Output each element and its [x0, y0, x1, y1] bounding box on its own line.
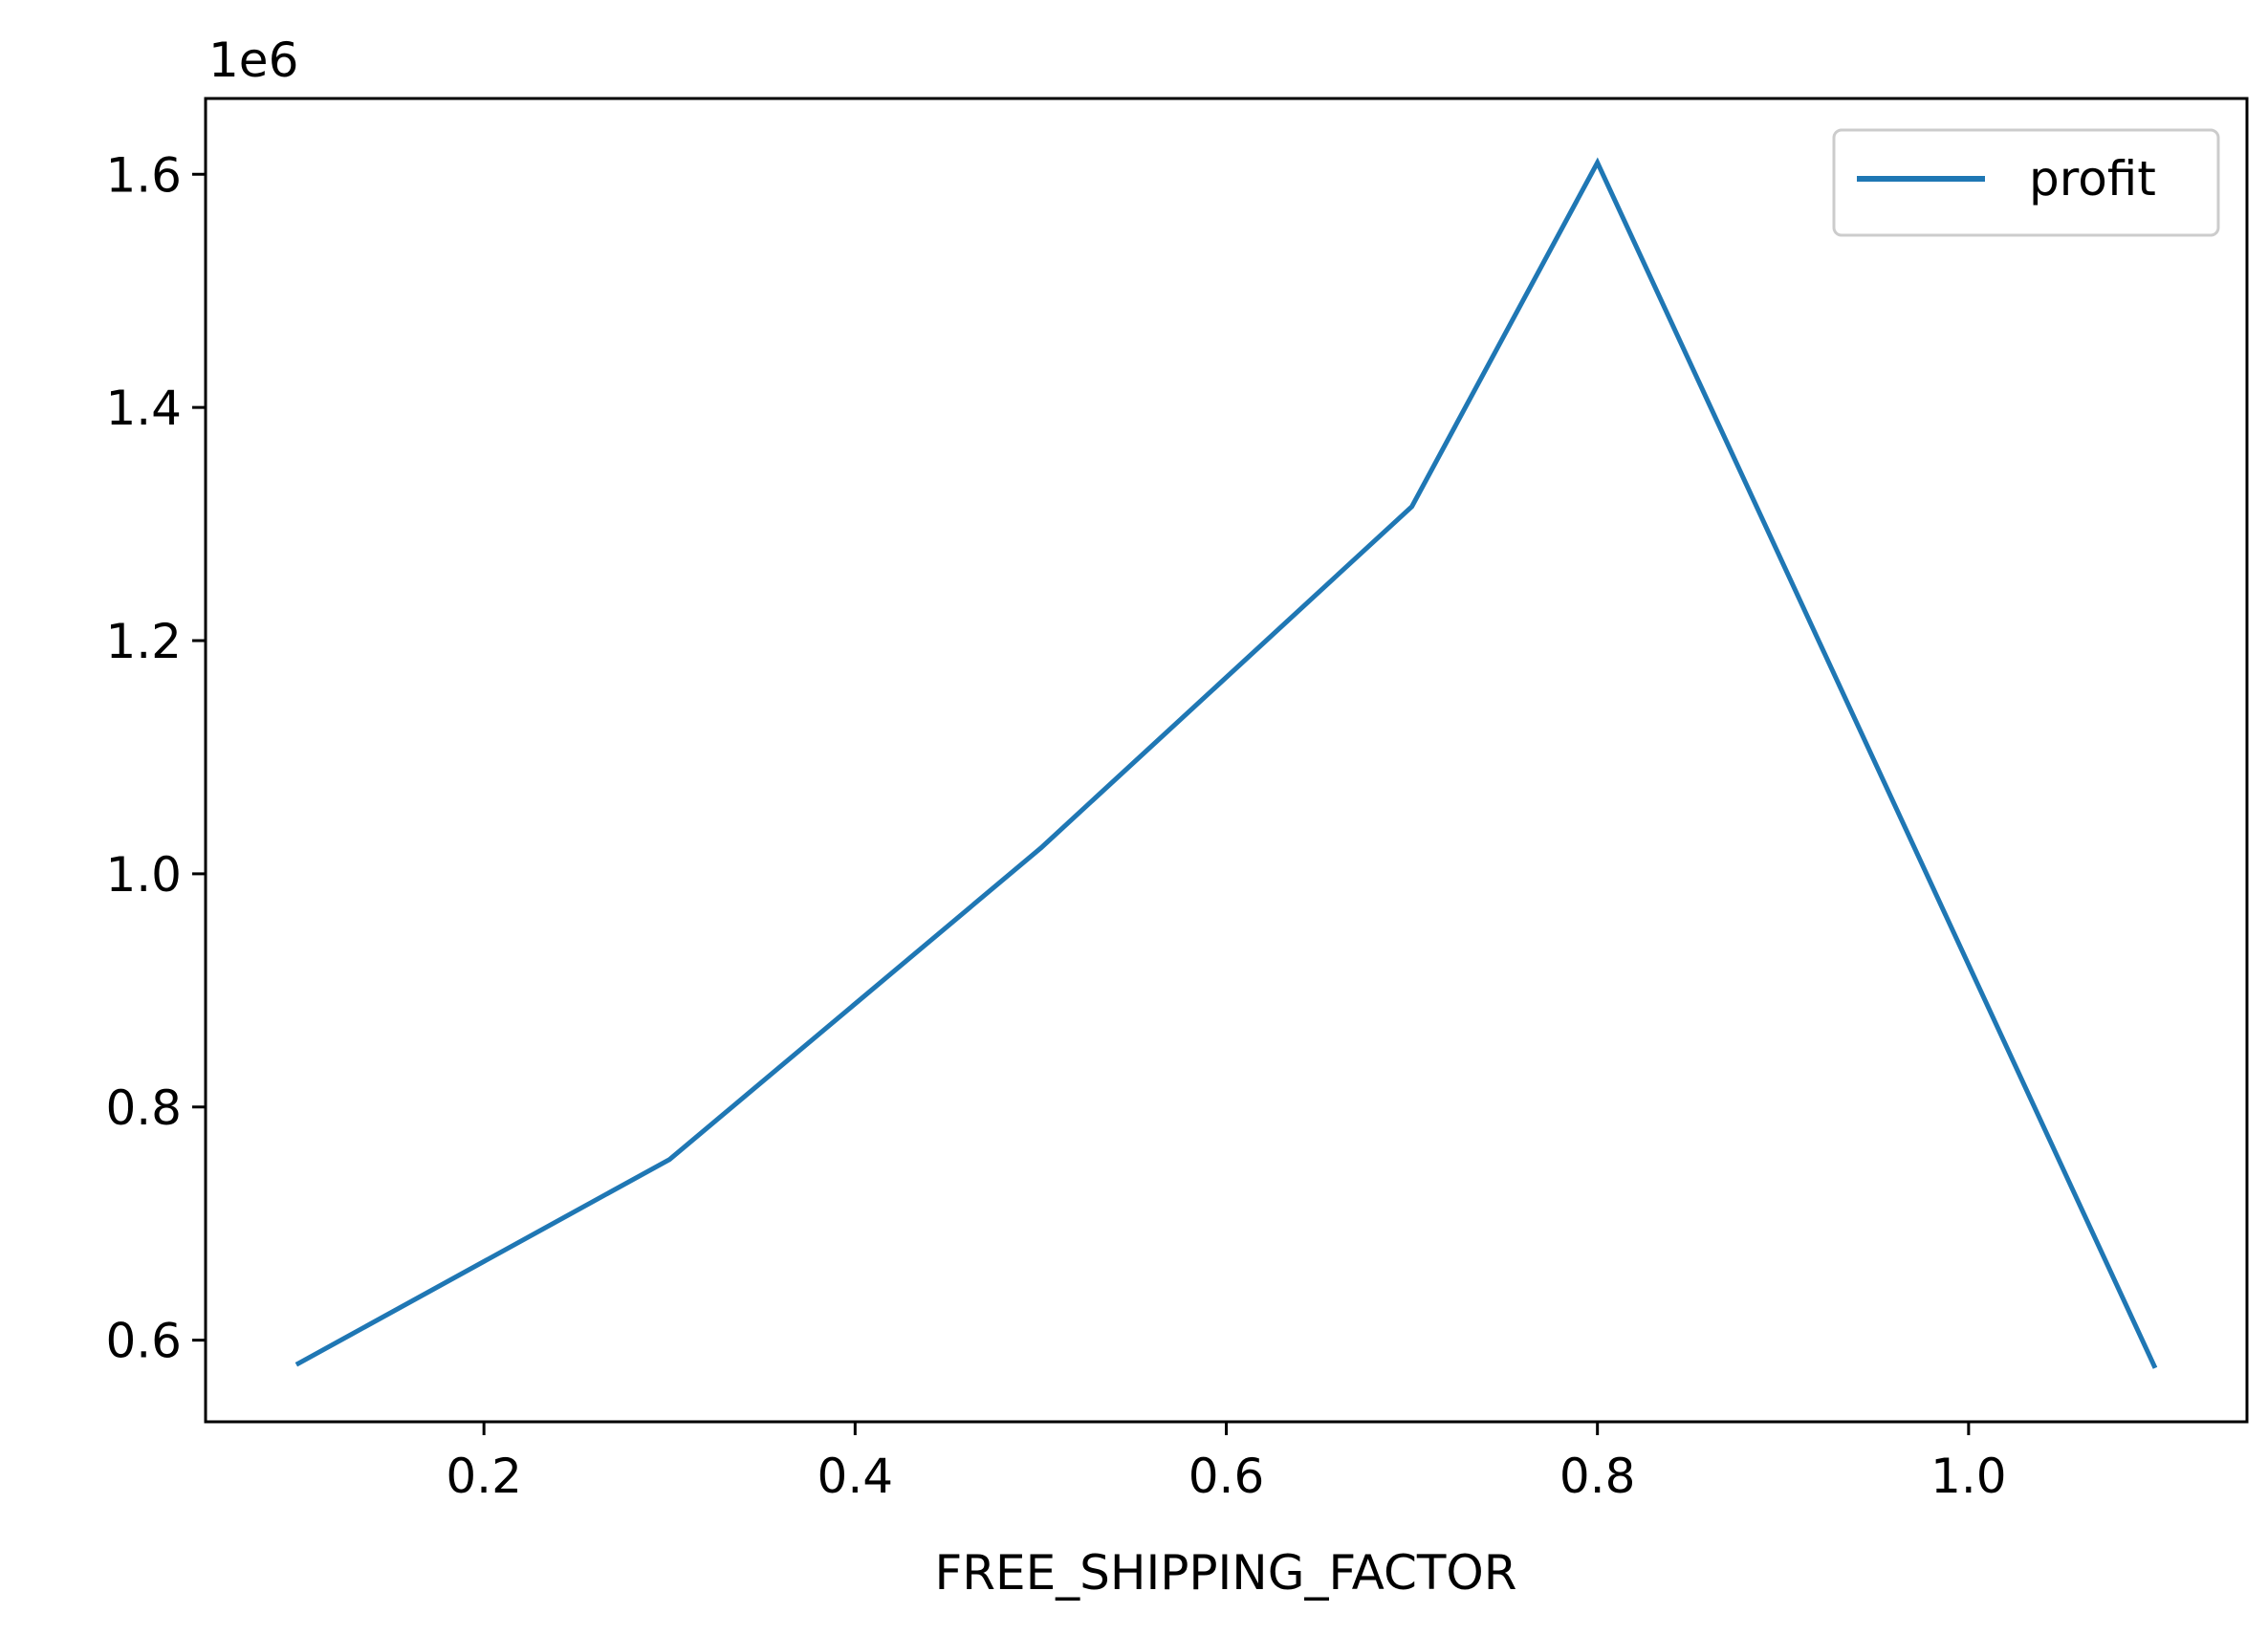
legend: profit: [1832, 128, 2220, 237]
y-tick-label: 1.0: [105, 847, 182, 903]
y-tick-label: 1.6: [105, 147, 182, 203]
x-tick-label: 0.4: [818, 1449, 894, 1504]
legend-label-profit: profit: [2029, 151, 2156, 207]
x-tick-label: 0.8: [1559, 1449, 1636, 1504]
legend-box: [1832, 128, 2220, 237]
x-tick-label: 1.0: [1930, 1449, 2007, 1504]
y-tick-label: 1.2: [105, 614, 182, 669]
y-tick-label: 0.8: [105, 1080, 182, 1136]
y-tick-label: 0.6: [105, 1314, 182, 1369]
plot-frame: [204, 97, 2249, 1424]
profit-series-line: [294, 157, 2158, 1369]
y-axis-offset-label: 1e6: [208, 33, 298, 88]
x-axis-label: FREE_SHIPPING_FACTOR: [934, 1545, 1516, 1601]
x-tick-label: 0.2: [446, 1449, 522, 1504]
x-tick-label: 0.6: [1189, 1449, 1265, 1504]
y-tick-label: 1.4: [105, 381, 182, 436]
y-axis-ticks: 0.6 0.8 1.0 1.2 1.4 1.6: [105, 147, 206, 1369]
x-axis-ticks: 0.2 0.4 0.6 0.8 1.0: [446, 1422, 2007, 1504]
